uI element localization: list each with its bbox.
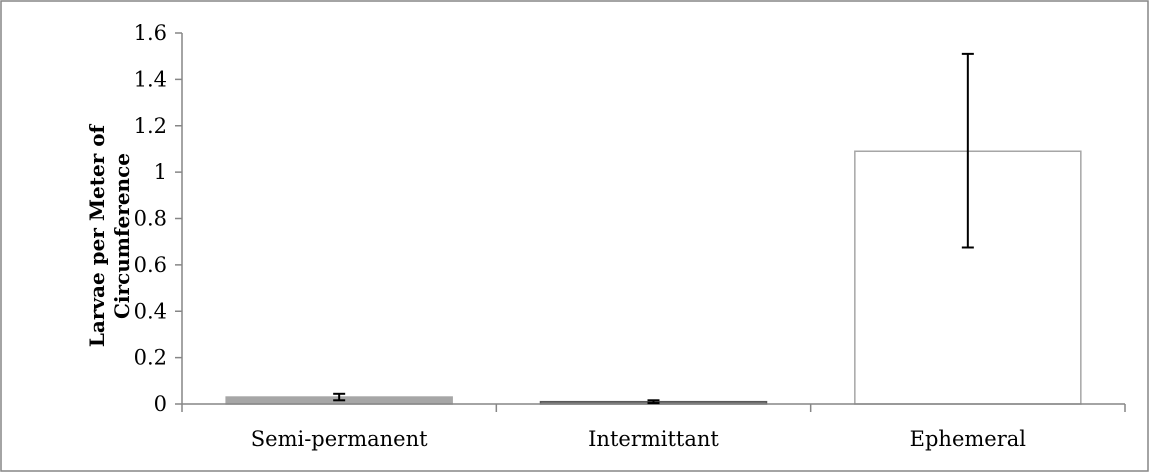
y-tick-label: 0.4 (134, 299, 167, 323)
x-category-label: Ephemeral (910, 427, 1027, 451)
x-category-label: Intermittant (588, 427, 719, 451)
y-axis-title-line-2: Circumference (110, 153, 134, 319)
y-tick-label: 1.2 (134, 114, 167, 138)
y-tick-label: 0.6 (134, 253, 167, 277)
y-axis: 0 0.2 0.4 0.6 0.8 1 1.2 1.4 1.6 (134, 21, 183, 416)
y-axis-title: Larvae per Meter of Circumference (85, 123, 134, 347)
y-tick-label: 1.6 (134, 21, 167, 45)
y-tick-label: 0.8 (134, 207, 167, 231)
y-tick-label: 1.4 (134, 67, 167, 91)
error-bars (333, 52, 974, 405)
y-tick-label: 1 (154, 160, 167, 184)
y-axis-title-line-1: Larvae per Meter of (85, 123, 109, 347)
y-tick-label: 0.2 (134, 346, 167, 370)
y-tick-label: 0 (154, 392, 167, 416)
x-category-label: Semi-permanent (251, 427, 428, 451)
